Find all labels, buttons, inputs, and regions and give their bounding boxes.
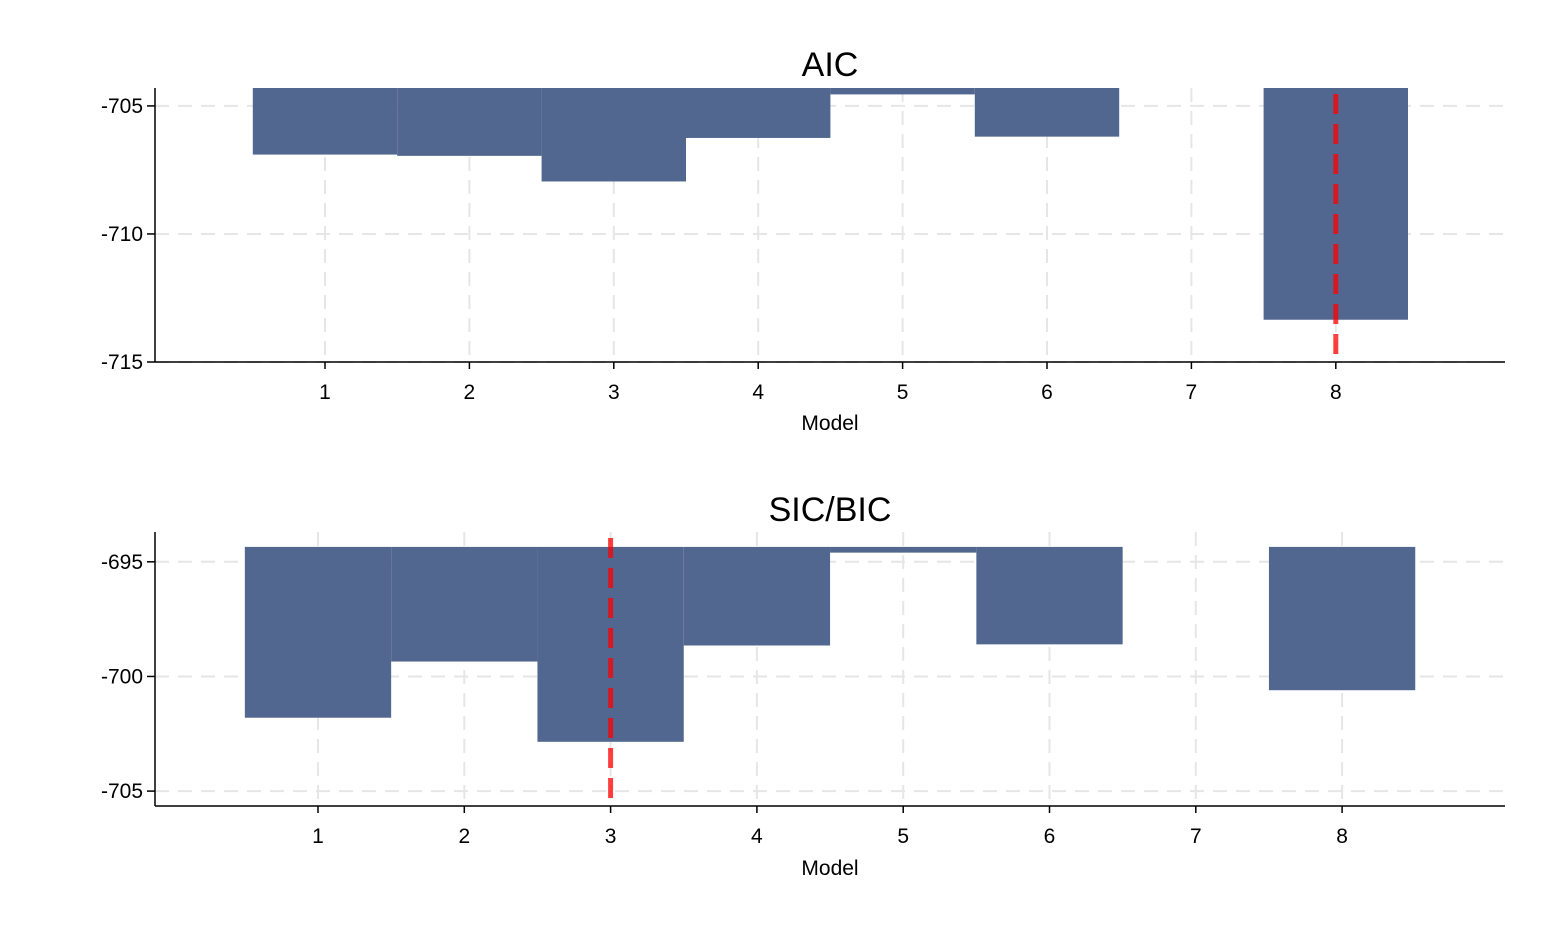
sic-bic-x-tick-label: 3 — [605, 825, 617, 848]
aic-ticks: -705 -710 -715 1 2 3 4 5 6 7 8 — [101, 95, 1342, 404]
aic-axes — [154, 88, 1505, 363]
aic-x-tick-label: 3 — [608, 381, 620, 404]
sic-bic-x-tick-label: 4 — [751, 825, 763, 848]
sic-bic-bar-model-2 — [391, 546, 538, 662]
aic-bar-model-2 — [397, 88, 542, 156]
aic-y-tick-label: -715 — [101, 351, 143, 374]
sic-bic-y-tick-label: -705 — [101, 780, 143, 803]
sic-bic-x-tick-label: 6 — [1044, 825, 1056, 848]
aic-x-tick-label: 6 — [1041, 381, 1053, 404]
aic-x-tick-label: 5 — [897, 381, 909, 404]
sic-bic-y-tick-label: -695 — [101, 551, 143, 574]
aic-x-tick-label: 1 — [319, 381, 331, 404]
aic-x-tick-label: 7 — [1186, 381, 1198, 404]
sic-bic-bar-model-8 — [1268, 546, 1416, 691]
aic-x-axis-title: Model — [801, 412, 858, 435]
aic-title: AIC — [802, 46, 859, 84]
aic-x-tick-label: 2 — [464, 381, 476, 404]
aic-y-tick-label: -705 — [101, 95, 143, 118]
sic-bic-bar-model-6 — [976, 546, 1123, 645]
sic-bic-x-tick-label: 5 — [897, 825, 909, 848]
aic-x-tick-label: 4 — [752, 381, 764, 404]
sic-bic-x-tick-label: 7 — [1190, 825, 1202, 848]
sic-bic-title: SIC/BIC — [769, 491, 892, 529]
sic-bic-bar-model-1 — [244, 546, 392, 718]
sic-bic-x-tick-label: 8 — [1336, 825, 1348, 848]
aic-bar-model-4 — [686, 88, 831, 138]
aic-bar-model-1 — [252, 88, 398, 155]
aic-bars — [252, 88, 1408, 320]
sic-bic-x-tick-label: 1 — [312, 825, 324, 848]
sic-bic-panel: SIC/BIC -695 -700 -705 1 2 3 4 5 6 7 8 Model — [101, 491, 1505, 880]
sic-bic-bar-model-4 — [683, 546, 831, 646]
sic-bic-ticks: -695 -700 -705 1 2 3 4 5 6 7 8 — [101, 551, 1348, 848]
sic-bic-x-tick-label: 2 — [458, 825, 470, 848]
aic-bar-model-3 — [541, 88, 686, 182]
aic-x-tick-label: 8 — [1330, 381, 1342, 404]
aic-y-tick-label: -710 — [101, 223, 143, 246]
sic-bic-bar-model-5 — [830, 546, 977, 553]
aic-bar-model-6 — [974, 88, 1120, 137]
sic-bic-y-tick-label: -700 — [101, 665, 143, 688]
aic-panel: AIC -705 -710 -715 1 2 3 4 5 6 7 8 Model — [101, 46, 1505, 435]
sic-bic-axes — [154, 532, 1505, 807]
aic-bar-model-5 — [830, 88, 975, 95]
sic-bic-x-axis-title: Model — [801, 857, 858, 880]
